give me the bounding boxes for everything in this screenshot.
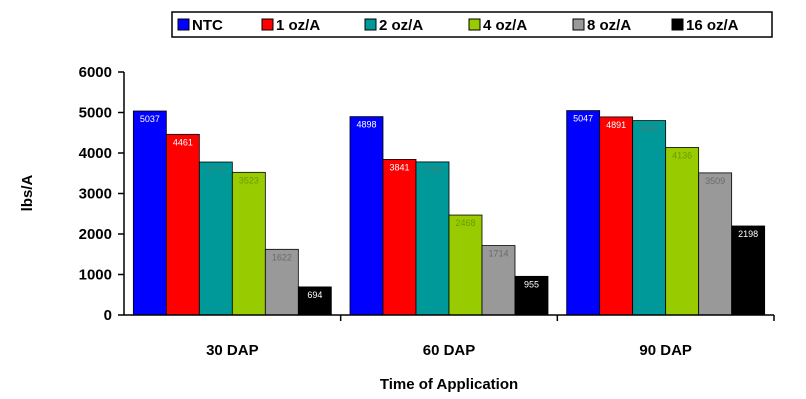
bar bbox=[731, 225, 766, 316]
legend-swatch bbox=[261, 18, 274, 31]
y-tick-label: 3000 bbox=[79, 186, 112, 203]
bar-value-label: 3841 bbox=[389, 162, 409, 172]
bar bbox=[599, 116, 634, 316]
bar-value-label: 5037 bbox=[140, 114, 160, 124]
x-axis-title: Time of Application bbox=[380, 376, 518, 393]
bar-value-label: 955 bbox=[524, 279, 539, 289]
legend-label: 8 oz/A bbox=[587, 17, 631, 34]
legend: NTC 1 oz/A 2 oz/A 4 oz/A 8 oz/A 16 oz/A bbox=[171, 11, 773, 38]
bar-value-label: 3777 bbox=[206, 165, 226, 175]
x-categories-group: 30 DAP 60 DAP 90 DAP bbox=[206, 315, 775, 359]
legend-label: 4 oz/A bbox=[483, 17, 527, 34]
bar-value-label: 4891 bbox=[606, 120, 626, 130]
bar bbox=[349, 116, 384, 316]
legend-label: 1 oz/A bbox=[276, 17, 320, 34]
legend-swatch bbox=[572, 18, 585, 31]
bar bbox=[382, 159, 417, 316]
legend-label: NTC bbox=[192, 17, 223, 34]
bar-value-label: 3523 bbox=[239, 175, 259, 185]
bar-value-label: 3780 bbox=[422, 165, 442, 175]
bar-value-label: 694 bbox=[307, 290, 322, 300]
x-category-label: 90 DAP bbox=[639, 342, 692, 359]
x-category-label: 60 DAP bbox=[423, 342, 476, 359]
legend-swatch bbox=[671, 18, 684, 31]
y-tick-label: 0 bbox=[104, 307, 112, 324]
y-tick-label: 4000 bbox=[79, 145, 112, 162]
bar-value-label: 3509 bbox=[705, 176, 725, 186]
bar bbox=[415, 161, 450, 316]
bar bbox=[632, 120, 667, 316]
bar bbox=[448, 214, 483, 316]
bar-value-label: 4800 bbox=[639, 124, 659, 134]
bar-value-label: 4136 bbox=[672, 150, 692, 160]
legend-swatch bbox=[364, 18, 377, 31]
y-tick-label: 6000 bbox=[79, 64, 112, 81]
bar-value-label: 1622 bbox=[272, 252, 292, 262]
legend-label: 16 oz/A bbox=[686, 17, 739, 34]
bar bbox=[198, 161, 233, 316]
legend-swatch bbox=[468, 18, 481, 31]
bar-value-label: 5047 bbox=[573, 114, 593, 124]
bar bbox=[566, 110, 601, 316]
y-tick-label: 2000 bbox=[79, 226, 112, 243]
y-tick-label: 1000 bbox=[79, 267, 112, 284]
bar bbox=[165, 133, 200, 316]
bar bbox=[132, 110, 167, 316]
bar bbox=[264, 248, 299, 316]
bar-value-label: 4461 bbox=[173, 137, 193, 147]
bar-value-label: 2198 bbox=[738, 229, 758, 239]
bars-group: 5037 4461 3777 3523 1622 694 4898 3841 3780 2468 1… bbox=[132, 110, 766, 316]
y-ticks-group: 0 1000 2000 3000 4000 5000 6000 bbox=[79, 64, 124, 324]
bar-value-label: 1714 bbox=[488, 249, 508, 259]
y-tick-label: 5000 bbox=[79, 105, 112, 122]
y-axis-title: lbs/A bbox=[19, 175, 36, 212]
legend-label: 2 oz/A bbox=[379, 17, 423, 34]
bar bbox=[698, 172, 733, 316]
bar bbox=[665, 147, 700, 316]
legend-swatch bbox=[177, 18, 190, 31]
bar-value-label: 2468 bbox=[455, 218, 475, 228]
bar bbox=[231, 171, 266, 316]
x-category-label: 30 DAP bbox=[206, 342, 259, 359]
bar-value-label: 4898 bbox=[356, 120, 376, 130]
